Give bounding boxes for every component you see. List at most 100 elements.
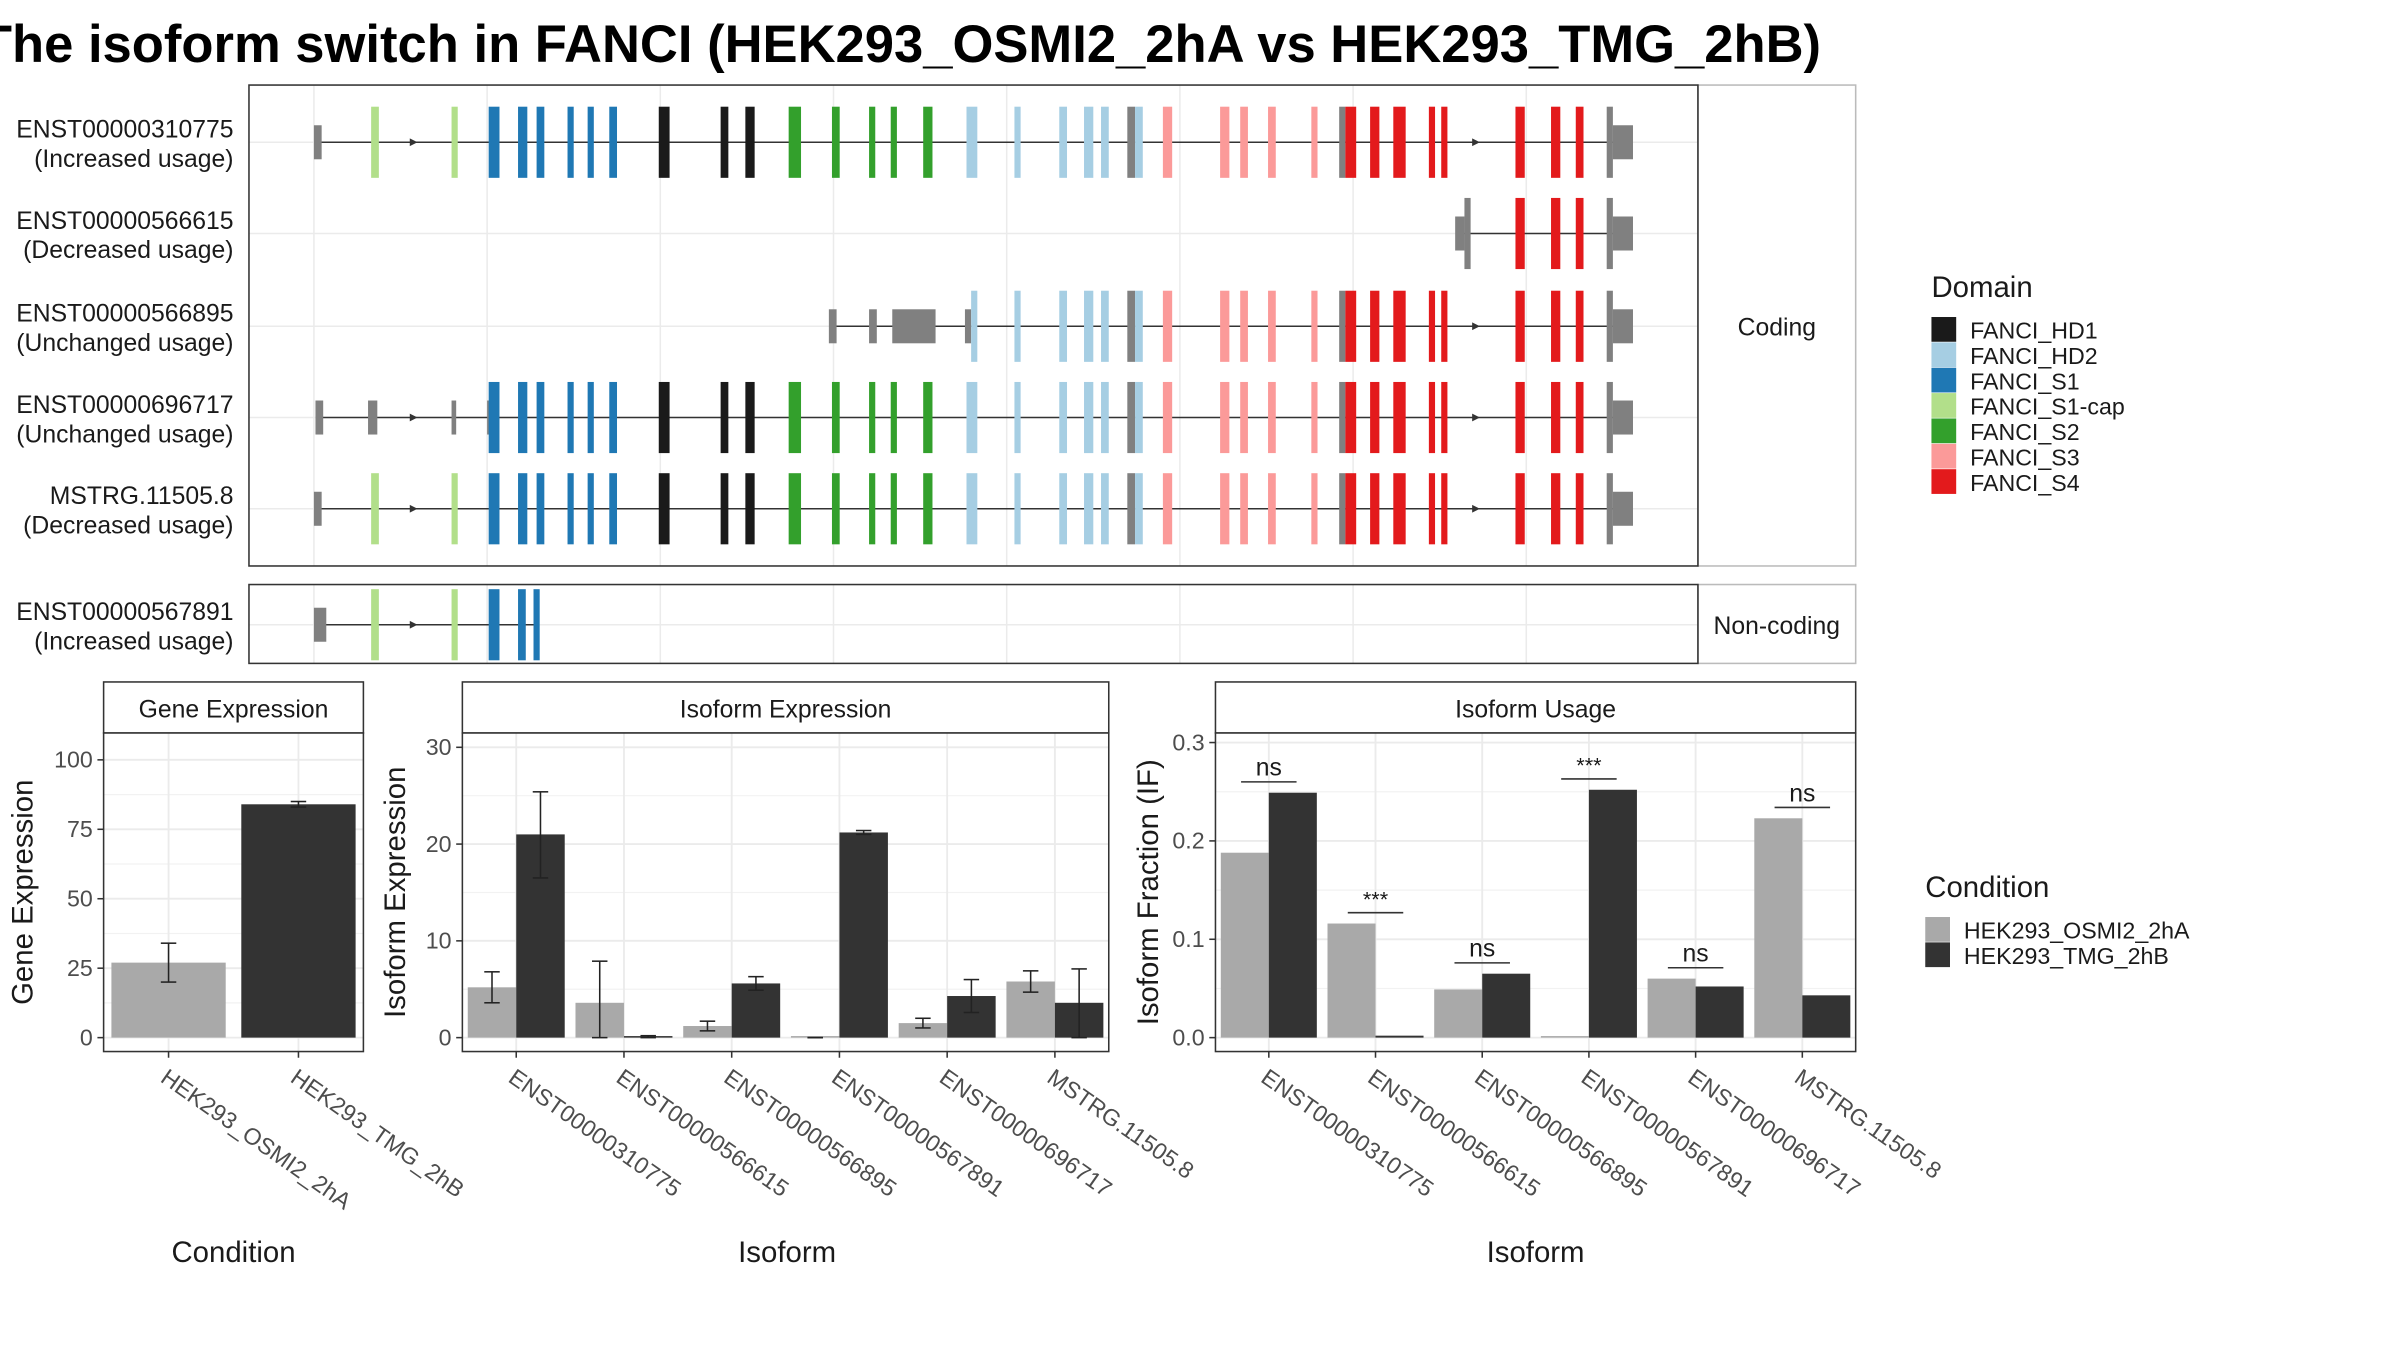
exon-fanci_hd2 <box>1014 290 1021 362</box>
exon-fanci_s4 <box>1428 290 1436 362</box>
exon-fanci_hd1 <box>720 473 729 545</box>
bar <box>1695 986 1744 1038</box>
y-tick-label: 75 <box>67 816 93 842</box>
exon-fanci_hd2 <box>1014 106 1021 178</box>
exon-fanci_s3 <box>1311 473 1318 545</box>
legend-swatch <box>1931 367 1957 393</box>
exon-fanci_s4 <box>1515 381 1525 454</box>
exon-fanci_s3 <box>1162 290 1173 362</box>
y-tick-label: 50 <box>67 885 93 911</box>
transcript-track: MSTRG.11505.8 (Decreased usage) <box>23 473 1633 545</box>
y-axis-title: Gene Expression <box>6 780 39 1005</box>
transcript-id-label: ENST00000310775 <box>16 117 233 144</box>
coding-panel-border <box>248 84 1699 567</box>
exon-fanci_hd2 <box>1059 290 1068 362</box>
exon-fanci_s2 <box>788 106 802 178</box>
exon-fanci_s4 <box>1515 197 1525 270</box>
exon-utr <box>1455 216 1465 251</box>
exon-fanci_s4 <box>1575 290 1584 362</box>
exon-fanci_hd1 <box>658 106 670 178</box>
exon-fanci_s4 <box>1345 290 1357 362</box>
figure-title: The isoform switch in FANCI (HEK293_OSMI… <box>0 15 1821 74</box>
exon-fanci_s3 <box>1220 106 1230 178</box>
y-tick-label: 10 <box>426 928 452 954</box>
exon-fanci_hd2 <box>1135 290 1143 362</box>
bar <box>683 1026 732 1038</box>
exon-fanci_hd1 <box>720 381 729 454</box>
exon-fanci_s3 <box>1162 106 1173 178</box>
exon-fanci_hd2 <box>966 381 978 454</box>
exon-utr <box>1612 125 1633 160</box>
strand-arrow <box>1472 322 1480 331</box>
exon-utr <box>1127 290 1136 362</box>
exon-fanci_s1-cap <box>371 106 379 178</box>
exon-utr <box>1127 473 1136 545</box>
exon-utr <box>1612 216 1633 251</box>
legend-swatch <box>1931 418 1957 444</box>
bar <box>1588 789 1637 1038</box>
exon-fanci_s2 <box>923 106 933 178</box>
exon-utr <box>313 125 322 160</box>
exon-fanci_s3 <box>1311 290 1318 362</box>
exon-fanci_s3 <box>1220 290 1230 362</box>
exon-fanci_hd1 <box>658 473 670 545</box>
exon-fanci_s2 <box>788 473 802 545</box>
exon-fanci_s4 <box>1370 381 1380 454</box>
exon-fanci_hd2 <box>1135 381 1143 454</box>
chart-title: Gene Expression <box>139 697 329 724</box>
facet-label-coding: Coding <box>1738 315 1816 342</box>
exon-fanci_s1 <box>536 106 545 178</box>
transcript-id-label: MSTRG.11505.8 <box>50 483 234 510</box>
significance-label: ns <box>1469 936 1495 963</box>
transcript-usage-label: (Decreased usage) <box>23 237 233 264</box>
bar <box>1434 989 1483 1038</box>
transcript-id-label: ENST00000567891 <box>16 599 233 626</box>
exon-fanci_hd2 <box>1101 106 1109 178</box>
exon-utr <box>1606 197 1613 270</box>
exon-utr <box>1339 473 1346 545</box>
exon-fanci_s1 <box>533 589 540 661</box>
bar <box>839 832 888 1038</box>
exon-fanci_hd1 <box>745 473 755 545</box>
exon-fanci_s3 <box>1240 106 1248 178</box>
exon-fanci_s1 <box>536 381 545 454</box>
exon-fanci_s2 <box>831 106 840 178</box>
bar <box>1754 818 1803 1038</box>
exon-fanci_hd2 <box>1135 473 1143 545</box>
exon-fanci_s4 <box>1370 473 1380 545</box>
exon-utr <box>1606 473 1613 545</box>
bar <box>1220 852 1269 1038</box>
strand-arrow <box>409 504 418 513</box>
legend-label: FANCI_S3 <box>1970 444 2080 470</box>
transcript-usage-label: (Unchanged usage) <box>16 330 233 357</box>
bar <box>1482 973 1531 1038</box>
exon-fanci_s1 <box>587 106 594 178</box>
exon-fanci_s1 <box>518 106 528 178</box>
exon-fanci_s4 <box>1575 197 1584 270</box>
exon-fanci_s2 <box>890 106 897 178</box>
chart-panel: Isoform Usage 0.0 0.1 0.2 0.3 ns *** ns *** ns ns E… <box>1132 681 1946 1269</box>
exon-fanci_s4 <box>1575 381 1584 454</box>
bar <box>241 804 356 1038</box>
exon-fanci_s4 <box>1370 290 1380 362</box>
legend-label: HEK293_TMG_2hB <box>1964 943 2169 969</box>
exon-utr <box>964 309 972 344</box>
chart-plot-bg <box>1215 732 1856 1052</box>
exon-fanci_s4 <box>1345 106 1357 178</box>
exon-fanci_s4 <box>1551 381 1561 454</box>
exon-fanci_hd2 <box>1059 381 1068 454</box>
x-tick-label: ENST00000567891 <box>827 1064 1009 1202</box>
y-tick-label: 25 <box>67 955 93 981</box>
exon-fanci_s4 <box>1575 473 1584 545</box>
exon-fanci_s1 <box>609 106 618 178</box>
chart-strip <box>102 681 365 734</box>
strand-arrow <box>1472 413 1480 422</box>
chart-strip <box>1214 681 1857 734</box>
legend-label: FANCI_S4 <box>1970 470 2080 496</box>
exon-fanci_hd2 <box>1059 106 1068 178</box>
exon-fanci_s4 <box>1551 473 1561 545</box>
exon-fanci_s1-cap <box>451 473 458 545</box>
exon-fanci_s2 <box>869 106 876 178</box>
